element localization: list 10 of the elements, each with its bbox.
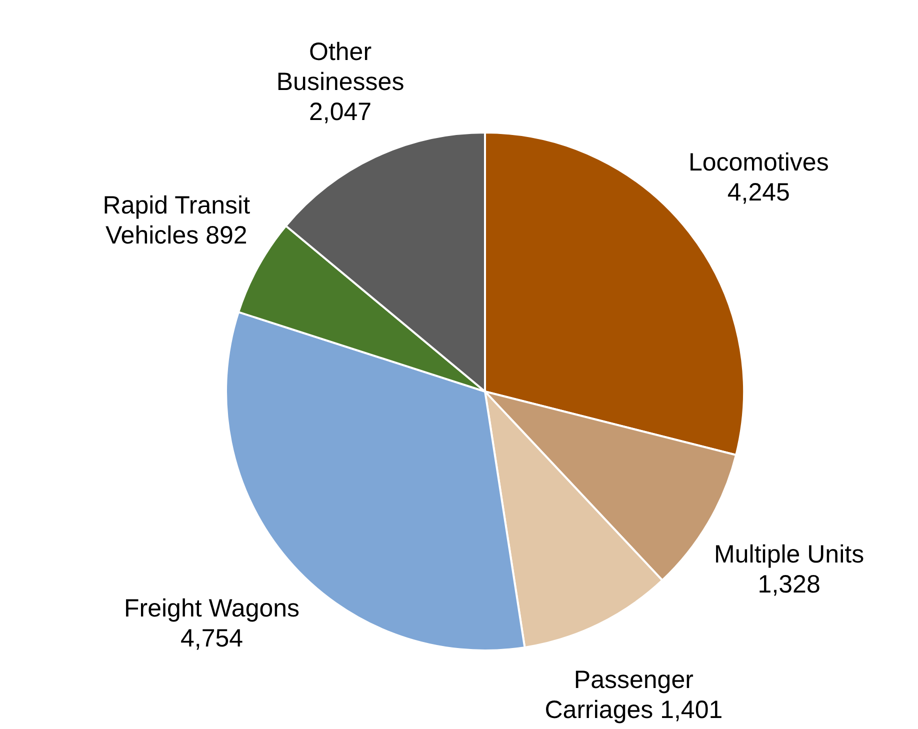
slice-label: Passenger Carriages 1,401 bbox=[544, 666, 723, 724]
slice-label: Other Businesses bbox=[276, 38, 404, 96]
data-label: 4,754 bbox=[180, 624, 244, 653]
slice-label: Freight Wagons bbox=[124, 594, 300, 623]
data-label: 1,328 bbox=[758, 570, 820, 598]
data-label: 2,047 bbox=[309, 98, 372, 126]
slice-label: Multiple Units bbox=[714, 540, 864, 568]
slice-label: Locomotives bbox=[688, 148, 829, 176]
data-label: 4,245 bbox=[727, 178, 790, 206]
slice-label: Rapid Transit Vehicles 892 bbox=[102, 192, 250, 250]
